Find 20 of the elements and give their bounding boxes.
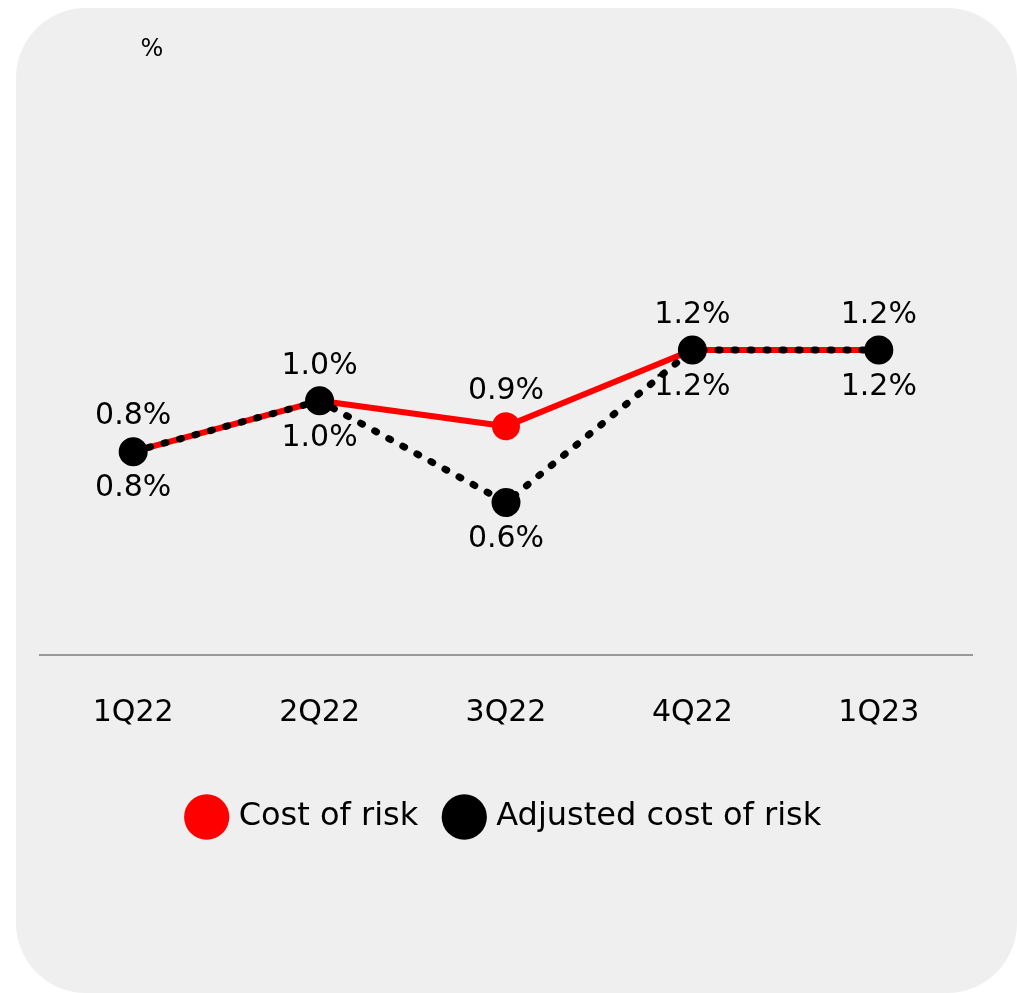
data-label: 1.2% — [654, 294, 731, 330]
legend-label: Cost of risk — [238, 795, 419, 834]
data-label: 1.2% — [840, 366, 917, 402]
x-tick-label: 3Q22 — [465, 692, 547, 728]
text: % — [140, 34, 164, 63]
data-label: 1.2% — [654, 366, 731, 402]
x-tick-label: 2Q22 — [279, 692, 361, 728]
x-tick-label: 1Q23 — [838, 692, 920, 728]
x-tick-label: 4Q22 — [651, 692, 733, 728]
data-label: 1.0% — [281, 345, 358, 381]
data-label: 0.6% — [467, 519, 545, 555]
data-label: 0.8% — [95, 396, 172, 432]
data-label: 0.9% — [467, 371, 545, 407]
data-label: 0.8% — [95, 468, 172, 504]
point — [492, 412, 520, 441]
point — [491, 488, 521, 517]
data-label: 1.0% — [281, 417, 358, 453]
legend-label: Adjusted cost of risk — [496, 795, 822, 834]
data-label: 1.2% — [840, 294, 917, 330]
x-tick-label: 1Q22 — [92, 692, 174, 728]
